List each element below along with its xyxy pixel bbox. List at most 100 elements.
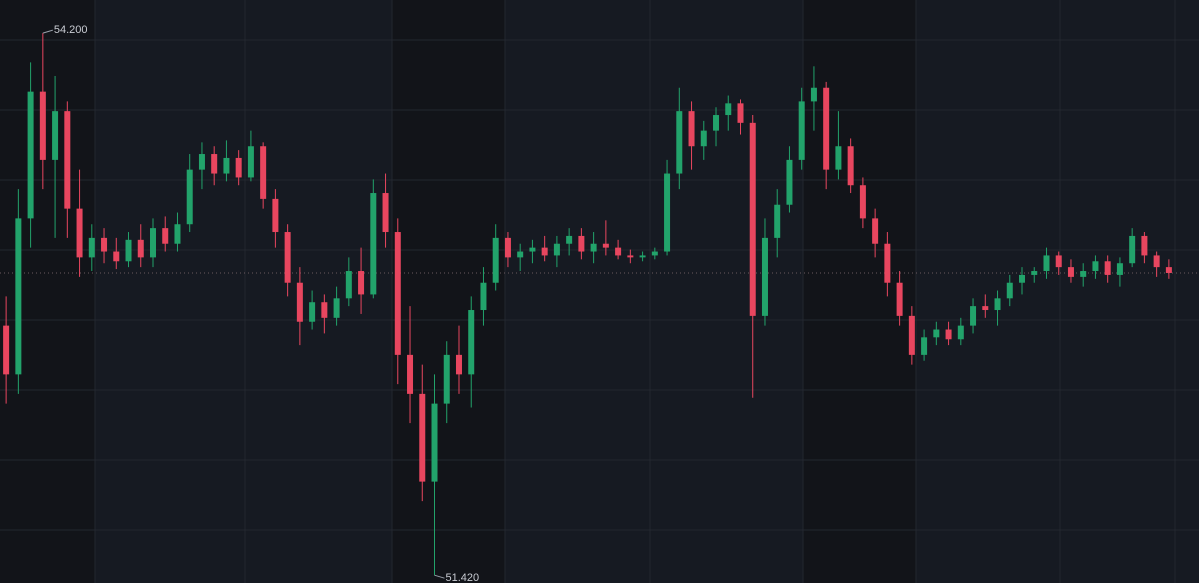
candle-body [370,193,377,295]
candle-body [480,282,487,311]
candle-body [529,247,536,252]
candle-body [553,243,560,256]
candle-body [847,146,854,186]
candle-body [786,159,793,205]
candle-body [823,87,830,170]
candle-body [896,282,903,316]
candle-body [345,271,352,299]
candle-body [88,237,95,258]
candle-body [431,403,438,482]
candle-body [908,315,915,355]
candle-body [566,235,573,244]
candle-body [3,325,10,375]
candle-body [970,306,977,326]
candle-body [725,103,732,116]
candle-body [1067,267,1074,277]
candle-body [1031,271,1038,275]
candle-body [321,302,328,318]
candle-body [186,169,193,225]
candle-body [1055,255,1062,268]
candle-body [1141,235,1148,256]
candle-body [455,354,462,375]
candle-body [198,154,205,170]
candle-body [651,251,658,256]
candle-body [333,298,340,318]
candle-body [627,255,634,258]
candle-body [700,130,707,147]
candle-body [27,91,34,219]
candle-body [235,157,242,178]
candle-body [394,232,401,355]
candle-body [125,239,132,262]
candle-body [211,154,218,174]
candle-body [615,247,622,256]
candle-body [1080,271,1087,277]
candle-body [737,103,744,123]
candle-body [945,329,952,340]
candle-body [1153,255,1160,268]
session-band [392,0,505,583]
candle-body [492,237,499,283]
high-label: 54.200 [54,24,88,36]
candle-body [382,193,389,233]
candle-body [1019,274,1026,283]
high-label-leader [42,29,53,34]
candle-body [835,146,842,170]
candle-body [407,354,414,394]
candle-body [296,282,303,322]
candle-body [676,111,683,174]
candle-body [162,228,169,244]
candle-body [39,91,46,160]
candle-body [933,329,940,338]
candle-body [713,115,720,131]
candle-body [101,237,108,252]
candle-body [884,243,891,283]
candle-body [994,298,1001,311]
candle-body [1092,261,1099,272]
candle-body [602,243,609,248]
candle-body [309,302,316,322]
candle-body [223,157,230,174]
candle-body [76,208,83,258]
candle-body [113,251,120,262]
candle-body [64,111,71,209]
candle-body [541,247,548,256]
candle-body [872,218,879,244]
candle-body [982,306,989,311]
candle-body [358,271,365,295]
candle-body [921,337,928,355]
candle-body [504,237,511,258]
candle-body [590,243,597,252]
candle-body [419,393,426,482]
candle-body [749,122,756,316]
candle-body [578,235,585,252]
candle-body [688,111,695,147]
candle-body [859,185,866,219]
candle-body [1165,267,1172,273]
candle-body [247,146,254,178]
low-label: 51.420 [446,572,480,583]
candle-body [1129,235,1136,264]
candle-body [664,173,671,252]
candle-body [774,204,781,238]
low-label-leader [434,574,445,579]
candle-body [639,255,646,258]
candle-body [174,224,181,244]
candle-body [284,232,291,283]
candle-body [1006,282,1013,299]
candle-body [761,237,768,316]
candle-body [1043,255,1050,272]
candle-body [149,228,156,258]
candle-body [260,146,267,199]
candle-body [798,101,805,160]
candle-body [272,198,279,233]
candle-body [468,310,475,375]
candle-body [1116,263,1123,275]
session-band [0,0,95,583]
candle-body [810,87,817,102]
candle-body [517,251,524,258]
